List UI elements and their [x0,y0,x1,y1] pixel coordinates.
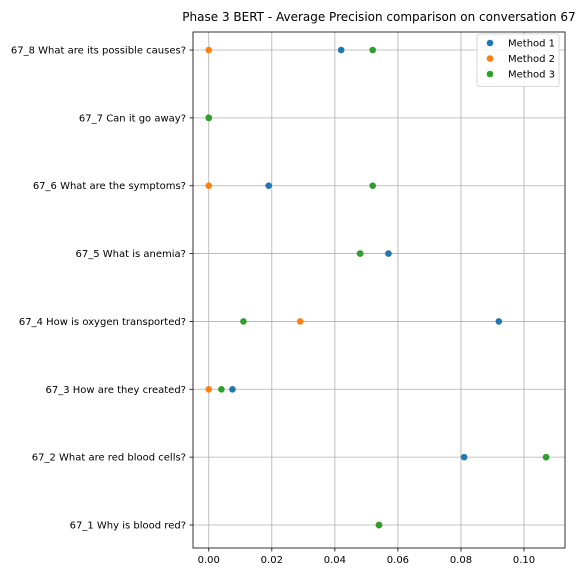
data-point [495,318,502,325]
data-point [376,522,383,529]
data-point [218,386,225,393]
y-tick-label: 67_8 What are its possible causes? [11,46,186,57]
chart-title: Phase 3 BERT - Average Precision compari… [182,10,575,24]
y-tick-label: 67_6 What are the symptoms? [33,181,186,192]
data-point [369,47,376,54]
y-tick-label: 67_5 What is anemia? [76,249,186,260]
x-tick-label: 0.10 [513,555,535,566]
x-tick-label: 0.08 [450,555,472,566]
data-point [369,182,376,189]
x-tick-label: 0.04 [324,555,346,566]
data-point [357,250,364,257]
data-point [205,47,212,54]
x-tick-label: 0.02 [261,555,283,566]
data-point [205,115,212,122]
data-point [543,454,550,461]
data-point [240,318,247,325]
data-point [205,386,212,393]
x-tick-label: 0.00 [198,555,220,566]
legend-label: Method 1 [508,39,555,50]
y-tick-label: 67_2 What are red blood cells? [32,453,186,464]
legend-marker [487,55,494,62]
legend: Method 1 Method 2 Method 3 [477,34,559,87]
y-tick-label: 67_1 Why is blood red? [70,521,186,532]
data-point [385,250,392,257]
legend-label: Method 3 [508,70,555,81]
x-tick-label: 0.06 [387,555,409,566]
y-tick-label: 67_7 Can it go away? [79,113,186,124]
data-point [338,47,345,54]
y-tick-label: 67_4 How is oxygen transported? [19,317,186,328]
data-point [461,454,468,461]
legend-marker [487,71,494,78]
data-point [229,386,236,393]
y-tick-label: 67_3 How are they created? [45,385,186,396]
data-point [297,318,304,325]
data-point [205,182,212,189]
data-point [265,182,272,189]
legend-label: Method 2 [508,54,555,65]
legend-marker [487,40,494,47]
